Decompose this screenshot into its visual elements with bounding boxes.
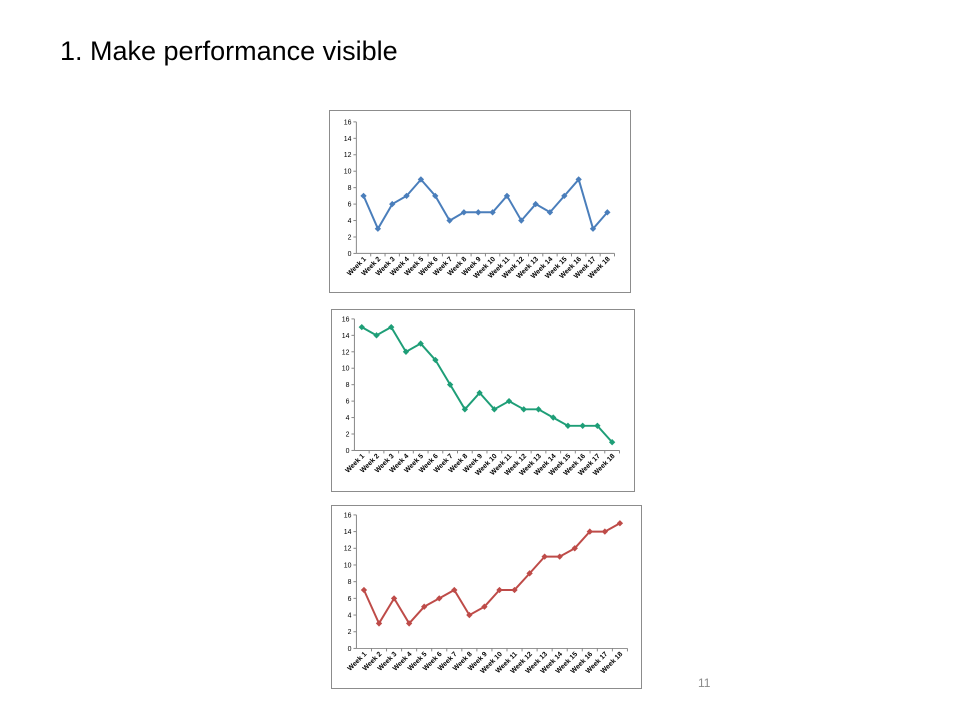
y-tick-label: 6 (348, 596, 352, 603)
data-point-diamond (360, 192, 367, 200)
data-point-diamond (575, 176, 582, 183)
data-point-diamond (475, 209, 482, 216)
y-tick-label: 10 (342, 366, 350, 373)
data-point-diamond (505, 397, 513, 405)
data-point-diamond (402, 348, 410, 355)
data-point-diamond (417, 340, 424, 347)
data-point-diamond (405, 620, 413, 627)
y-tick-label: 14 (344, 529, 352, 536)
data-point-diamond (390, 595, 398, 602)
data-point-diamond (446, 217, 453, 224)
data-point-diamond (526, 570, 533, 577)
page-number: 11 (698, 676, 711, 690)
data-point-diamond (446, 381, 454, 388)
y-tick-label: 0 (346, 448, 350, 455)
data-point-diamond (388, 323, 395, 331)
data-point-diamond (561, 192, 568, 200)
data-point-diamond (532, 200, 539, 208)
series-line (362, 177, 609, 231)
series-line (361, 325, 613, 443)
data-point-diamond (541, 553, 548, 560)
chart-1: 0 2 4 6 8 10 12 14 16 Week 1 Week 2 Week 3 Week 4 Wee… (329, 110, 631, 293)
data-point-diamond (489, 209, 496, 216)
y-tick-label: 16 (344, 119, 352, 126)
y-tick-label: 2 (348, 234, 352, 241)
data-point-diamond (579, 422, 586, 429)
data-point-diamond (564, 422, 572, 429)
chart-3: 0 2 4 6 8 10 12 14 16 Week 1 Week 2 Week 3 Week 4 Wee… (331, 505, 642, 689)
data-point-diamond (403, 192, 410, 200)
data-point-diamond (608, 439, 616, 446)
y-tick-label: 0 (348, 251, 352, 258)
data-point-diamond (374, 225, 382, 232)
data-point-diamond (373, 332, 380, 339)
y-tick-label: 12 (344, 152, 352, 159)
y-tick-label: 4 (346, 415, 350, 422)
y-tick-label: 2 (346, 431, 350, 438)
data-point-diamond (460, 209, 468, 216)
y-tick-label: 4 (348, 218, 352, 225)
y-tick-label: 12 (344, 546, 352, 553)
data-point-diamond (432, 192, 439, 200)
data-point-diamond (436, 595, 443, 602)
data-point-diamond (375, 620, 383, 627)
data-point-diamond (461, 406, 469, 413)
data-point-diamond (616, 520, 624, 527)
data-point-diamond (535, 406, 542, 413)
y-tick-label: 8 (346, 382, 350, 389)
y-tick-label: 8 (348, 579, 352, 586)
y-tick-label: 14 (342, 333, 350, 340)
data-point-diamond (594, 422, 601, 429)
data-point-diamond (518, 217, 525, 224)
series-line (363, 522, 621, 626)
data-point-diamond (520, 406, 527, 413)
data-point-diamond (417, 176, 425, 183)
data-point-diamond (358, 323, 365, 331)
data-point-diamond (550, 414, 557, 421)
data-point-diamond (360, 586, 368, 594)
y-tick-label: 16 (342, 316, 350, 323)
y-tick-label: 14 (344, 136, 352, 143)
data-point-diamond (589, 225, 597, 232)
y-tick-label: 6 (348, 202, 352, 209)
y-tick-label: 0 (348, 646, 352, 653)
y-tick-label: 10 (344, 562, 352, 569)
data-point-diamond (503, 192, 511, 200)
chart-2: 0 2 4 6 8 10 12 14 16 Week 1 Week 2 Week 3 Week 4 Wee… (331, 309, 635, 492)
data-point-diamond (571, 545, 578, 552)
data-point-diamond (491, 406, 498, 413)
y-tick-label: 4 (348, 613, 352, 620)
data-point-diamond (432, 356, 439, 364)
y-tick-label: 10 (344, 169, 352, 176)
y-tick-label: 2 (348, 629, 352, 636)
y-tick-label: 12 (342, 349, 350, 356)
y-tick-label: 16 (344, 512, 352, 519)
y-tick-label: 6 (346, 399, 350, 406)
data-point-diamond (546, 209, 554, 216)
data-point-diamond (389, 200, 396, 208)
slide-title: 1. Make performance visible (60, 36, 398, 66)
data-point-diamond (476, 389, 483, 397)
y-tick-label: 8 (348, 185, 352, 192)
